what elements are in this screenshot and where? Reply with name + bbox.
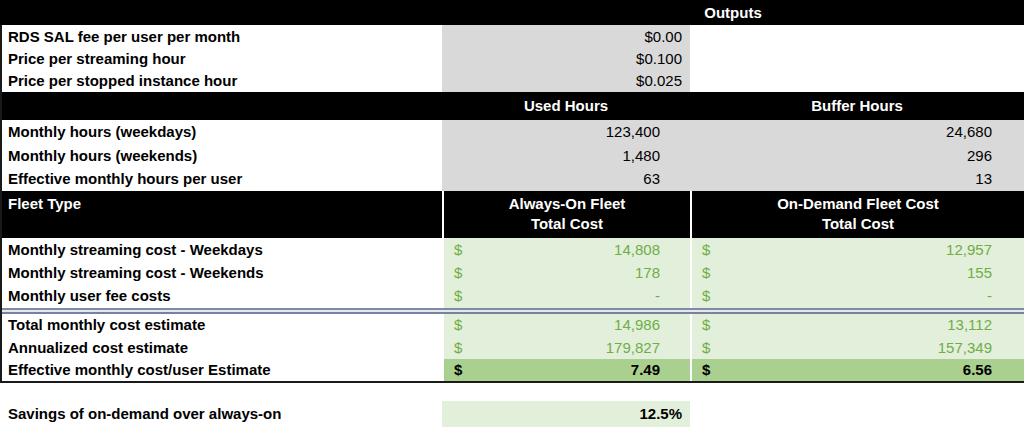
savings-value-cell[interactable]: 12.5% xyxy=(442,401,690,427)
currency-symbol: $ xyxy=(454,241,462,258)
cost-value: 6.56 xyxy=(963,361,992,378)
on-demand-fleet-header-cell[interactable]: On-Demand Fleet Cost Total Cost xyxy=(690,191,1024,238)
input-value-cell[interactable]: $0.00 xyxy=(442,25,690,47)
on-demand-cost-cell[interactable]: $ 13,112 xyxy=(690,314,1024,337)
fleet-type-header-cell[interactable]: Fleet Type xyxy=(0,191,442,238)
table-left-border xyxy=(0,25,2,382)
on-demand-cost-per-user-cell[interactable]: $ 6.56 xyxy=(690,359,1024,381)
cost-value: - xyxy=(655,287,660,304)
cost-value: 155 xyxy=(967,264,992,281)
used-hours-header-cell[interactable]: Used Hours xyxy=(442,92,690,120)
on-demand-fleet-header-line1: On-Demand Fleet Cost xyxy=(777,194,939,214)
label-cell[interactable]: Monthly streaming cost - Weekends xyxy=(0,261,442,284)
buffer-hours-cell[interactable]: 24,680 xyxy=(690,120,1024,144)
used-hours-cell[interactable]: 63 xyxy=(442,167,690,191)
currency-symbol: $ xyxy=(702,316,710,333)
on-demand-fleet-header-line2: Total Cost xyxy=(822,214,894,234)
label-cell[interactable]: Monthly user fee costs xyxy=(0,284,442,307)
always-on-cost-cell[interactable]: $ 14,808 xyxy=(442,238,690,261)
row-effective-monthly-cost-per-user: Effective monthly cost/user Estimate $ 7… xyxy=(0,359,1024,383)
currency-symbol: $ xyxy=(702,264,710,281)
label-cell[interactable]: RDS SAL fee per user per month xyxy=(0,25,442,47)
cost-value: 13,112 xyxy=(947,316,992,333)
spreadsheet: Outputs RDS SAL fee per user per month $… xyxy=(0,0,1024,430)
hours-section: Monthly hours (weekdays) 123,400 24,680 … xyxy=(0,120,1024,191)
empty-cell[interactable] xyxy=(690,70,1024,92)
label-cell[interactable]: Effective monthly hours per user xyxy=(0,167,442,191)
row-streaming-cost-weekends: Monthly streaming cost - Weekends $ 178 … xyxy=(0,261,1024,284)
on-demand-cost-cell[interactable]: $ 12,957 xyxy=(690,238,1024,261)
on-demand-cost-cell[interactable]: $ 157,349 xyxy=(690,336,1024,359)
label-cell[interactable]: Price per streaming hour xyxy=(0,47,442,69)
outputs-header-row: Outputs xyxy=(0,0,1024,25)
pricing-section: RDS SAL fee per user per month $0.00 Pri… xyxy=(0,25,1024,92)
always-on-cost-per-user-cell[interactable]: $ 7.49 xyxy=(442,359,690,381)
label-cell[interactable]: Monthly hours (weekends) xyxy=(0,143,442,167)
empty-cell[interactable] xyxy=(690,25,1024,47)
outputs-header-cell[interactable]: Outputs xyxy=(442,0,1024,25)
currency-symbol: $ xyxy=(702,241,710,258)
label-cell[interactable]: Monthly hours (weekdays) xyxy=(0,120,442,144)
always-on-fleet-header-cell[interactable]: Always-On Fleet Total Cost xyxy=(442,191,690,238)
label-cell[interactable]: Price per stopped instance hour xyxy=(0,70,442,92)
row-monthly-hours-weekdays: Monthly hours (weekdays) 123,400 24,680 xyxy=(0,120,1024,144)
always-on-cost-cell[interactable]: $ 178 xyxy=(442,261,690,284)
row-rds-sal-fee: RDS SAL fee per user per month $0.00 xyxy=(0,25,1024,47)
label-cell[interactable]: Monthly streaming cost - Weekdays xyxy=(0,238,442,261)
row-total-monthly-cost: Total monthly cost estimate $ 14,986 $ 1… xyxy=(0,314,1024,337)
always-on-cost-cell[interactable]: $ 179,827 xyxy=(442,336,690,359)
on-demand-cost-cell[interactable]: $ 155 xyxy=(690,261,1024,284)
label-cell[interactable]: Savings of on-demand over always-on xyxy=(0,401,442,427)
buffer-hours-cell[interactable]: 13 xyxy=(690,167,1024,191)
used-hours-cell[interactable]: 123,400 xyxy=(442,120,690,144)
input-value-cell[interactable]: $0.100 xyxy=(442,47,690,69)
cost-value: 14,808 xyxy=(614,241,660,258)
row-monthly-hours-weekends: Monthly hours (weekends) 1,480 296 xyxy=(0,143,1024,167)
row-price-per-streaming-hour: Price per streaming hour $0.100 xyxy=(0,47,1024,69)
always-on-fleet-header-line2: Total Cost xyxy=(531,214,603,234)
buffer-hours-header-cell[interactable]: Buffer Hours xyxy=(690,92,1024,120)
hours-header-row: Used Hours Buffer Hours xyxy=(0,92,1024,120)
cost-value: 157,349 xyxy=(938,339,992,356)
totals-section: Total monthly cost estimate $ 14,986 $ 1… xyxy=(0,314,1024,359)
row-effective-monthly-hours: Effective monthly hours per user 63 13 xyxy=(0,167,1024,191)
cost-value: 14,986 xyxy=(614,316,660,333)
always-on-cost-cell[interactable]: $ - xyxy=(442,284,690,307)
used-hours-cell[interactable]: 1,480 xyxy=(442,143,690,167)
cost-value: 7.49 xyxy=(631,361,660,378)
cost-value: 179,827 xyxy=(606,339,660,356)
currency-symbol: $ xyxy=(702,339,710,356)
streaming-cost-section: Monthly streaming cost - Weekdays $ 14,8… xyxy=(0,238,1024,308)
currency-symbol: $ xyxy=(454,316,462,333)
currency-symbol: $ xyxy=(454,339,462,356)
currency-symbol: $ xyxy=(702,361,710,378)
hours-header-corner-cell[interactable] xyxy=(0,92,442,120)
label-cell[interactable]: Total monthly cost estimate xyxy=(0,314,442,337)
cost-value: - xyxy=(987,287,992,304)
spacer xyxy=(0,383,1024,401)
fleet-header-row: Fleet Type Always-On Fleet Total Cost On… xyxy=(0,191,1024,238)
input-value-cell[interactable]: $0.025 xyxy=(442,70,690,92)
always-on-fleet-header-line1: Always-On Fleet xyxy=(509,194,626,214)
row-savings: Savings of on-demand over always-on 12.5… xyxy=(0,401,1024,427)
always-on-cost-cell[interactable]: $ 14,986 xyxy=(442,314,690,337)
currency-symbol: $ xyxy=(454,361,462,378)
buffer-hours-cell[interactable]: 296 xyxy=(690,143,1024,167)
row-monthly-user-fee-costs: Monthly user fee costs $ - $ - xyxy=(0,284,1024,307)
outputs-header-corner-cell[interactable] xyxy=(0,0,442,25)
label-cell[interactable]: Annualized cost estimate xyxy=(0,336,442,359)
empty-cell[interactable] xyxy=(690,401,1024,427)
cost-value: 12,957 xyxy=(946,241,992,258)
row-annualized-cost: Annualized cost estimate $ 179,827 $ 157… xyxy=(0,336,1024,359)
currency-symbol: $ xyxy=(702,287,710,304)
currency-symbol: $ xyxy=(454,287,462,304)
currency-symbol: $ xyxy=(454,264,462,281)
cost-value: 178 xyxy=(635,264,660,281)
row-streaming-cost-weekdays: Monthly streaming cost - Weekdays $ 14,8… xyxy=(0,238,1024,261)
row-price-per-stopped-hour: Price per stopped instance hour $0.025 xyxy=(0,70,1024,92)
label-cell[interactable]: Effective monthly cost/user Estimate xyxy=(0,359,442,381)
on-demand-cost-cell[interactable]: $ - xyxy=(690,284,1024,307)
empty-cell[interactable] xyxy=(690,47,1024,69)
